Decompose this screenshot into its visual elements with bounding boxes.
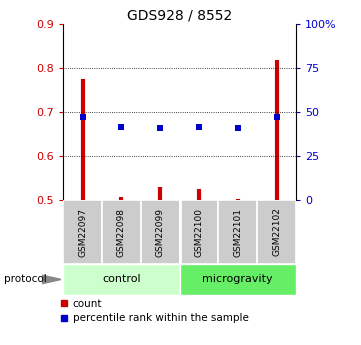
- Bar: [141, 200, 180, 264]
- Text: control: control: [102, 275, 141, 284]
- Bar: [180, 264, 296, 295]
- Bar: [63, 200, 102, 264]
- Polygon shape: [42, 275, 61, 284]
- Title: GDS928 / 8552: GDS928 / 8552: [127, 9, 232, 23]
- Text: GSM22097: GSM22097: [78, 207, 87, 257]
- Bar: [102, 200, 141, 264]
- Text: GSM22099: GSM22099: [156, 207, 165, 257]
- Legend: count, percentile rank within the sample: count, percentile rank within the sample: [56, 295, 253, 327]
- Bar: [257, 200, 296, 264]
- Text: GSM22100: GSM22100: [195, 207, 204, 257]
- Bar: [180, 200, 218, 264]
- Text: GSM22098: GSM22098: [117, 207, 126, 257]
- Text: microgravity: microgravity: [203, 275, 273, 284]
- Text: GSM22102: GSM22102: [272, 208, 281, 256]
- Text: GSM22101: GSM22101: [233, 207, 242, 257]
- Text: protocol: protocol: [4, 275, 46, 284]
- Bar: [218, 200, 257, 264]
- Bar: [63, 264, 180, 295]
